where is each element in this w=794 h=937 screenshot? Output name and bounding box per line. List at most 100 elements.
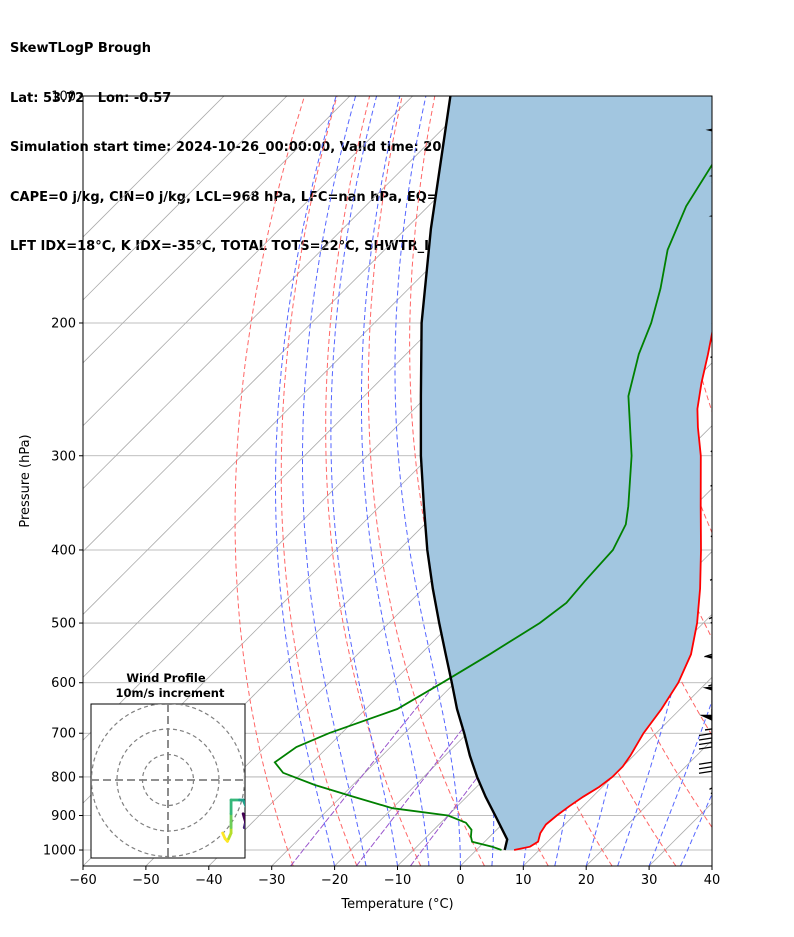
wind-barb-staff xyxy=(711,796,712,798)
wind-barb-pennant xyxy=(712,426,726,432)
hodograph-segment xyxy=(249,833,251,836)
x-tick-label: 0 xyxy=(456,873,464,888)
wind-barb-flag xyxy=(728,851,735,862)
wind-barb-pennant xyxy=(712,485,726,491)
wind-barb-halfflag xyxy=(714,171,720,174)
wind-barb-flag xyxy=(731,866,737,878)
wind-barb xyxy=(710,322,712,359)
wind-barb-halfflag xyxy=(718,799,724,803)
hodograph-segment xyxy=(253,833,255,839)
wind-barb-staff xyxy=(711,396,712,398)
dewpoint-line xyxy=(273,163,712,851)
wind-barb xyxy=(708,181,720,217)
mixing-ratio-line xyxy=(290,682,437,866)
mixing-ratio-line xyxy=(355,682,499,866)
wind-barb xyxy=(711,824,739,861)
wind-barb-flag xyxy=(711,583,712,585)
chart-title: SkewTLogP Brough xyxy=(10,41,151,56)
wind-barb-halfflag xyxy=(726,841,730,847)
wind-barb-staff xyxy=(711,623,712,627)
wind-barb-flag xyxy=(733,861,739,873)
y-tick-label: 1000 xyxy=(43,844,76,859)
wind-barb-flag xyxy=(732,850,739,861)
dry-adiabat xyxy=(280,96,358,866)
wind-barb xyxy=(711,396,726,432)
wind-barb-halfflag xyxy=(719,808,724,812)
wind-barb-halfflag xyxy=(714,211,720,214)
wind-barb-staff xyxy=(711,455,712,458)
x-tick-label: −60 xyxy=(69,873,96,888)
wind-barb-staff xyxy=(711,96,712,100)
wind-barb-flag xyxy=(721,829,730,839)
isotherm-line xyxy=(83,96,539,553)
wind-barb-pennant xyxy=(711,263,712,264)
wind-barb-staff xyxy=(711,833,712,835)
wind-barb-flag xyxy=(712,792,724,798)
wind-barb-staff xyxy=(711,279,712,282)
wind-barb-pennant xyxy=(713,451,727,457)
wind-barb-flag xyxy=(724,832,733,842)
moist-adiabat xyxy=(394,96,461,866)
hodograph-plot xyxy=(91,704,257,858)
dry-adiabat xyxy=(325,96,422,866)
wind-barb-flag xyxy=(698,737,712,741)
x-tick-label: 10 xyxy=(515,873,532,888)
wind-barb-staff xyxy=(711,787,712,789)
y-tick-label: 700 xyxy=(51,727,76,742)
wind-barb-flag xyxy=(726,844,733,855)
hodograph-segment xyxy=(247,828,249,834)
cin-shading xyxy=(420,96,712,850)
wind-barb-flag xyxy=(698,770,712,774)
y-tick-label: 100 xyxy=(51,90,76,105)
wind-barb-halfflag xyxy=(729,856,732,862)
wind-barb xyxy=(698,708,712,750)
wind-barb-flag xyxy=(738,871,744,883)
wind-barb-staff xyxy=(711,549,712,552)
wind-barb-halfflag xyxy=(724,833,728,838)
wind-barb xyxy=(711,787,724,812)
wind-barb-pennant xyxy=(708,215,712,217)
y-axis-label: Pressure (hPa) xyxy=(18,434,33,527)
y-tick-label: 200 xyxy=(51,316,76,331)
moist-adiabat xyxy=(617,96,699,866)
wind-barb-pennant xyxy=(711,584,712,585)
wind-barb xyxy=(698,733,712,774)
dry-adiabat xyxy=(662,96,712,414)
hodograph-segment xyxy=(253,839,257,842)
wind-barb-flag xyxy=(717,807,728,815)
wind-barb-staff xyxy=(711,421,712,423)
isotherm-line xyxy=(83,96,413,427)
wind-barb-staff xyxy=(711,228,712,231)
y-tick-label: 900 xyxy=(51,809,76,824)
parcel-line xyxy=(419,96,509,851)
wind-barb-flag xyxy=(710,535,712,538)
x-tick-label: 30 xyxy=(641,873,658,888)
wind-barb xyxy=(709,755,724,798)
wind-barb-flag xyxy=(698,741,712,746)
wind-barb-halfflag xyxy=(715,385,721,389)
wind-barb-pennant xyxy=(713,536,727,542)
wind-barb-flag xyxy=(713,449,724,456)
wind-barb-flag xyxy=(708,616,712,620)
y-tick-label: 400 xyxy=(51,543,76,558)
wind-barb xyxy=(704,623,712,659)
wind-barb-pennant xyxy=(710,622,712,624)
wind-barb-halfflag xyxy=(720,817,725,822)
wind-barb-flag xyxy=(715,803,726,811)
wind-barb-flag xyxy=(718,821,728,830)
y-tick-label: 600 xyxy=(51,676,76,691)
wind-barb-halfflag xyxy=(722,825,727,830)
wind-barb-staff xyxy=(711,506,712,508)
wind-barb xyxy=(705,96,712,132)
wind-barb-flag xyxy=(732,854,739,865)
wind-barb xyxy=(711,833,739,865)
wind-barb-pennant xyxy=(705,128,712,132)
wind-barb-halfflag xyxy=(728,849,732,855)
wind-barb xyxy=(711,815,728,838)
wind-barb xyxy=(710,506,727,542)
y-tick-label: 500 xyxy=(51,617,76,632)
wind-barb-halfflag xyxy=(717,257,723,260)
isotherm-line xyxy=(83,96,602,615)
wind-barb-flag xyxy=(704,653,712,658)
moist-adiabat xyxy=(648,699,712,866)
